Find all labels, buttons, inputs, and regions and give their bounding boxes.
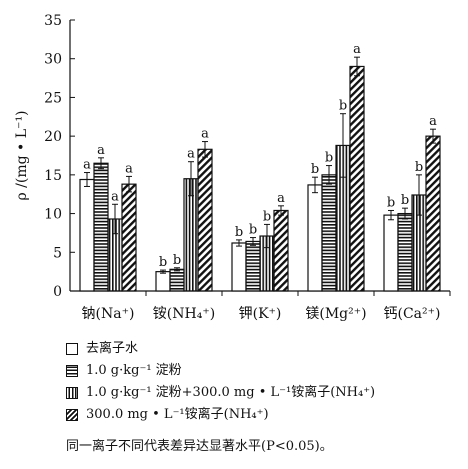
significance-label: b bbox=[249, 223, 257, 238]
y-tick-label: 5 bbox=[53, 245, 62, 261]
legend-label: 去离子水 bbox=[86, 341, 139, 356]
bar bbox=[79, 178, 95, 292]
legend-label: 1.0 g·kg⁻¹ 淀粉 bbox=[86, 363, 182, 378]
significance-label: a bbox=[97, 143, 105, 158]
y-tick-label: 30 bbox=[44, 52, 62, 68]
bar bbox=[397, 212, 413, 292]
bar bbox=[321, 174, 337, 292]
significance-label: b bbox=[401, 193, 409, 208]
bar bbox=[245, 240, 261, 292]
legend-item-ammonium: 300.0 mg • L⁻¹铵离子(NH₄⁺) bbox=[66, 404, 375, 426]
significance-label: b bbox=[339, 99, 347, 114]
bar bbox=[169, 268, 185, 292]
significance-label: b bbox=[415, 160, 423, 175]
y-tick-label: 15 bbox=[44, 168, 62, 184]
significance-label: b bbox=[235, 225, 243, 240]
y-tick-label: 0 bbox=[53, 284, 62, 300]
significance-label: a bbox=[353, 42, 361, 57]
y-axis-label: ρ /(mg • L⁻¹) bbox=[14, 110, 30, 200]
significance-label: a bbox=[429, 114, 437, 129]
x-tick-label: 钠(Na⁺) bbox=[82, 306, 135, 322]
x-tick-label: 钾(K⁺) bbox=[239, 306, 282, 322]
significance-label: a bbox=[201, 127, 209, 142]
legend-swatch-horizontal bbox=[66, 365, 78, 377]
legend-item-deionized-water: 去离子水 bbox=[66, 338, 375, 360]
significance-label: b bbox=[173, 253, 181, 268]
significance-note: 同一离子不同代表差异达显著水平(P<0.05)。 bbox=[66, 439, 333, 454]
x-tick-label: 铵(NH₄⁺) bbox=[153, 306, 215, 322]
bar bbox=[349, 65, 365, 292]
x-tick-label: 钙(Ca²⁺) bbox=[384, 306, 441, 322]
legend: 去离子水 1.0 g·kg⁻¹ 淀粉 1.0 g·kg⁻¹ 淀粉+300.0 m… bbox=[66, 338, 375, 426]
significance-label: a bbox=[111, 189, 119, 204]
legend-label: 300.0 mg • L⁻¹铵离子(NH₄⁺) bbox=[86, 407, 269, 422]
bar bbox=[383, 214, 399, 292]
significance-label: a bbox=[187, 147, 195, 162]
significance-label: b bbox=[387, 195, 395, 210]
legend-item-starch: 1.0 g·kg⁻¹ 淀粉 bbox=[66, 360, 375, 382]
y-tick-label: 35 bbox=[44, 13, 62, 29]
significance-label: b bbox=[263, 209, 271, 224]
bar bbox=[307, 184, 323, 292]
y-tick-label: 20 bbox=[44, 129, 62, 145]
bar bbox=[121, 183, 137, 292]
legend-swatch-diagonal bbox=[66, 409, 78, 421]
bar bbox=[273, 209, 289, 292]
bar bbox=[231, 242, 247, 292]
legend-label: 1.0 g·kg⁻¹ 淀粉+300.0 mg • L⁻¹铵离子(NH₄⁺) bbox=[86, 385, 376, 400]
y-tick-label: 25 bbox=[44, 90, 62, 106]
legend-item-starch-ammonium: 1.0 g·kg⁻¹ 淀粉+300.0 mg • L⁻¹铵离子(NH₄⁺) bbox=[66, 382, 375, 404]
y-tick-label: 10 bbox=[44, 207, 62, 223]
significance-label: a bbox=[277, 191, 285, 206]
significance-label: b bbox=[311, 162, 319, 177]
significance-label: a bbox=[125, 161, 133, 176]
x-tick-label: 镁(Mg²⁺) bbox=[305, 306, 366, 322]
significance-label: b bbox=[159, 255, 167, 270]
bar bbox=[425, 135, 441, 292]
significance-label: a bbox=[83, 158, 91, 173]
bar bbox=[93, 162, 109, 292]
legend-swatch-empty bbox=[66, 343, 78, 355]
significance-label: b bbox=[325, 151, 333, 166]
bar bbox=[155, 271, 171, 292]
legend-swatch-vertical bbox=[66, 387, 78, 399]
bar bbox=[197, 148, 213, 292]
